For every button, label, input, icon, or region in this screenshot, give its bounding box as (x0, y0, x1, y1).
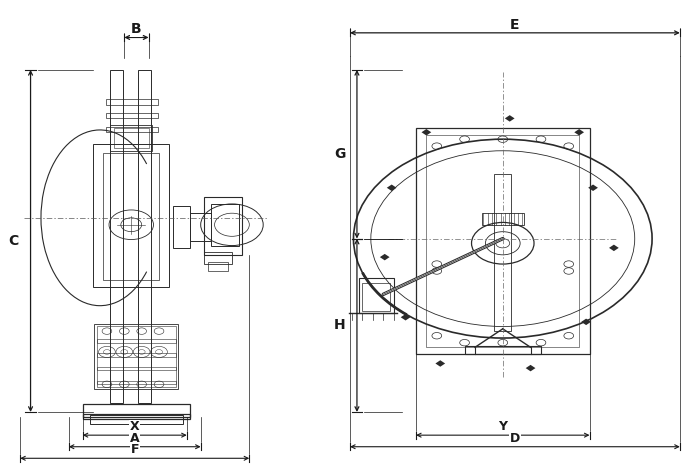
Text: C: C (8, 234, 18, 248)
Bar (416, 128, 589, 354)
Bar (482, 213, 524, 225)
Bar (208, 262, 228, 271)
Bar (97, 367, 176, 370)
Bar (465, 346, 541, 354)
Bar (104, 153, 159, 280)
Bar (97, 339, 176, 343)
Text: B: B (131, 22, 142, 36)
Polygon shape (387, 184, 396, 191)
Bar (111, 70, 123, 403)
Text: D: D (510, 432, 520, 445)
Text: A: A (130, 432, 139, 445)
Bar (94, 324, 178, 389)
Polygon shape (574, 129, 584, 136)
Text: E: E (510, 17, 519, 31)
Polygon shape (581, 319, 591, 325)
Bar (138, 70, 150, 403)
Bar (211, 204, 239, 246)
Bar (173, 206, 190, 248)
Bar (90, 415, 183, 424)
Polygon shape (526, 365, 536, 371)
Bar (426, 135, 579, 347)
Text: G: G (334, 147, 345, 161)
Polygon shape (609, 245, 619, 251)
Bar (114, 128, 148, 148)
Polygon shape (435, 360, 445, 367)
Bar (190, 213, 211, 241)
Bar (204, 197, 242, 255)
Bar (83, 414, 190, 419)
Polygon shape (588, 184, 598, 191)
Bar (97, 327, 176, 387)
Bar (97, 380, 176, 384)
Polygon shape (400, 314, 410, 321)
Polygon shape (380, 254, 390, 260)
Bar (106, 113, 158, 118)
Text: Y: Y (498, 420, 508, 433)
Bar (494, 174, 511, 331)
Text: H: H (334, 318, 345, 332)
Polygon shape (505, 115, 514, 122)
Bar (359, 278, 393, 313)
Bar (204, 253, 232, 264)
Text: X: X (130, 420, 139, 433)
Text: F: F (130, 444, 139, 456)
Bar (111, 125, 152, 151)
Polygon shape (421, 129, 431, 136)
Bar (106, 99, 158, 104)
Bar (363, 283, 391, 310)
Bar (106, 127, 158, 132)
Bar (83, 404, 190, 417)
Bar (93, 144, 169, 287)
Bar (97, 353, 176, 357)
